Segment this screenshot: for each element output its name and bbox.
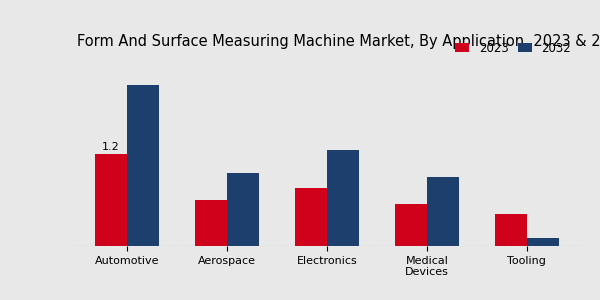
- Bar: [127, 85, 159, 246]
- Bar: [495, 214, 527, 246]
- Text: Form And Surface Measuring Machine Market, By Application, 2023 & 2032: Form And Surface Measuring Machine Marke…: [77, 34, 600, 49]
- Bar: [295, 188, 327, 246]
- Bar: [195, 200, 227, 246]
- Bar: [395, 204, 427, 246]
- Bar: [527, 238, 559, 246]
- Bar: [95, 154, 127, 246]
- Bar: [227, 173, 259, 246]
- Bar: [427, 177, 459, 246]
- Text: 1.2: 1.2: [102, 142, 120, 152]
- Bar: [327, 150, 359, 246]
- Legend: 2023, 2032: 2023, 2032: [451, 37, 576, 59]
